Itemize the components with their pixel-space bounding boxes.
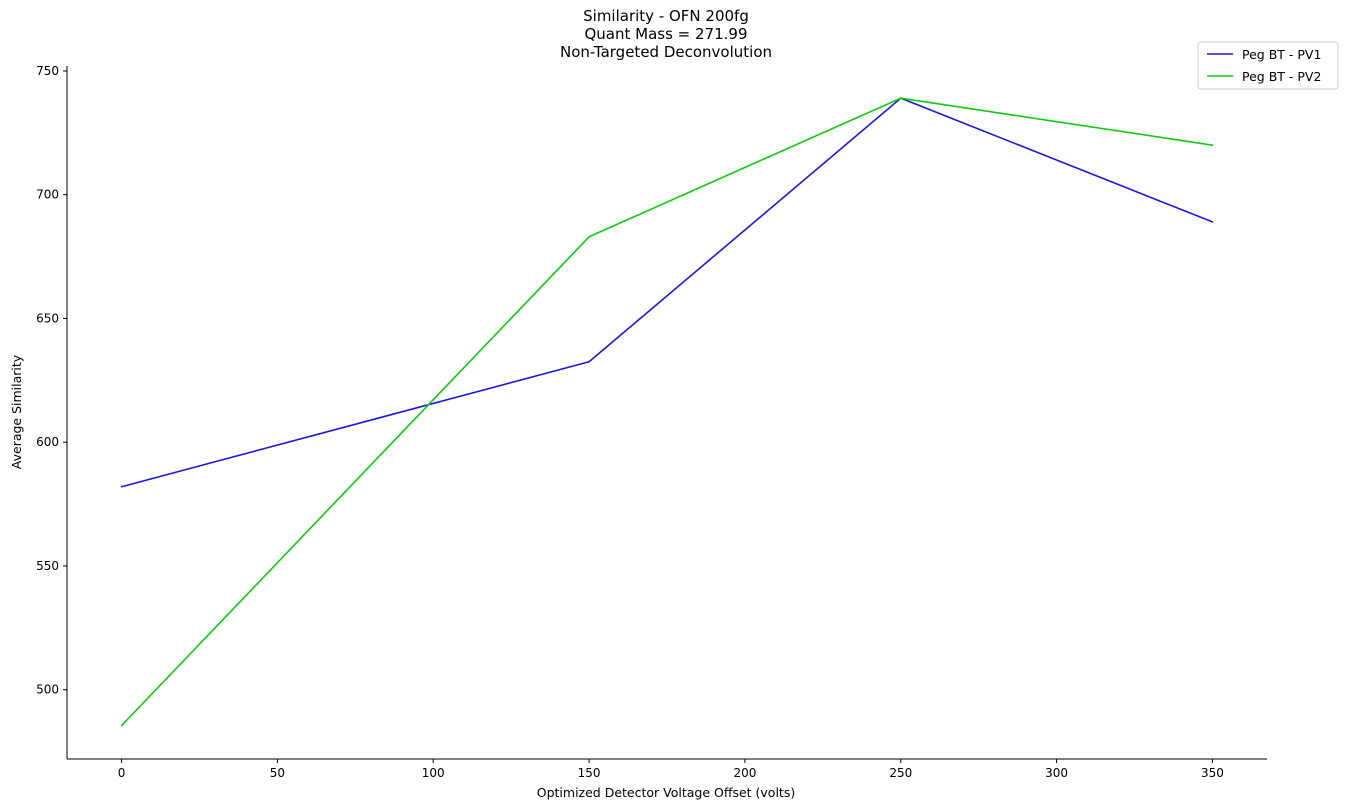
y-axis-label: Average Similarity [9,354,24,469]
data-point-peg-bt-pv2 [1211,144,1214,146]
series-line-peg-bt-pv2 [120,97,1213,727]
legend-label-peg-bt-pv1: Peg BT - PV1 [1242,47,1321,62]
chart-title-line-2: Quant Mass = 271.99 [584,25,747,43]
data-point-peg-bt-pv2 [899,97,902,99]
x-tick-label: 300 [1045,766,1068,780]
x-tick-label: 200 [733,766,756,780]
y-tick-label: 550 [36,559,59,573]
data-point-peg-bt-pv2 [588,235,590,238]
series-lines [120,97,1214,727]
x-tick-label: 50 [270,766,285,780]
x-axis-label: Optimized Detector Voltage Offset (volts… [537,785,795,800]
x-tick-label: 100 [422,766,445,780]
chart-title: Similarity - OFN 200fg Quant Mass = 271.… [560,7,772,61]
y-axis-ticks: 500 550 600 650 700 750 [36,64,67,697]
data-point-peg-bt-pv1 [1211,221,1214,223]
x-tick-label: 0 [118,766,126,780]
chart-title-line-1: Similarity - OFN 200fg [583,7,749,25]
y-tick-label: 600 [36,435,59,449]
data-point-peg-bt-pv1 [588,360,590,363]
x-axis-ticks: 0 50 100 150 200 250 300 350 [118,759,1224,780]
y-tick-label: 700 [36,188,59,202]
y-tick-label: 500 [36,683,59,697]
series-line-peg-bt-pv1 [121,97,1213,488]
legend: Peg BT - PV1 Peg BT - PV2 [1197,41,1339,90]
x-tick-label: 150 [578,766,601,780]
y-tick-label: 750 [36,64,59,78]
x-tick-label: 250 [889,766,912,780]
x-tick-label: 350 [1201,766,1224,780]
chart-title-line-3: Non-Targeted Deconvolution [560,43,772,61]
data-point-peg-bt-pv2 [120,724,123,727]
data-point-peg-bt-pv1 [120,485,123,488]
legend-label-peg-bt-pv2: Peg BT - PV2 [1242,69,1321,84]
y-tick-label: 650 [36,311,59,325]
